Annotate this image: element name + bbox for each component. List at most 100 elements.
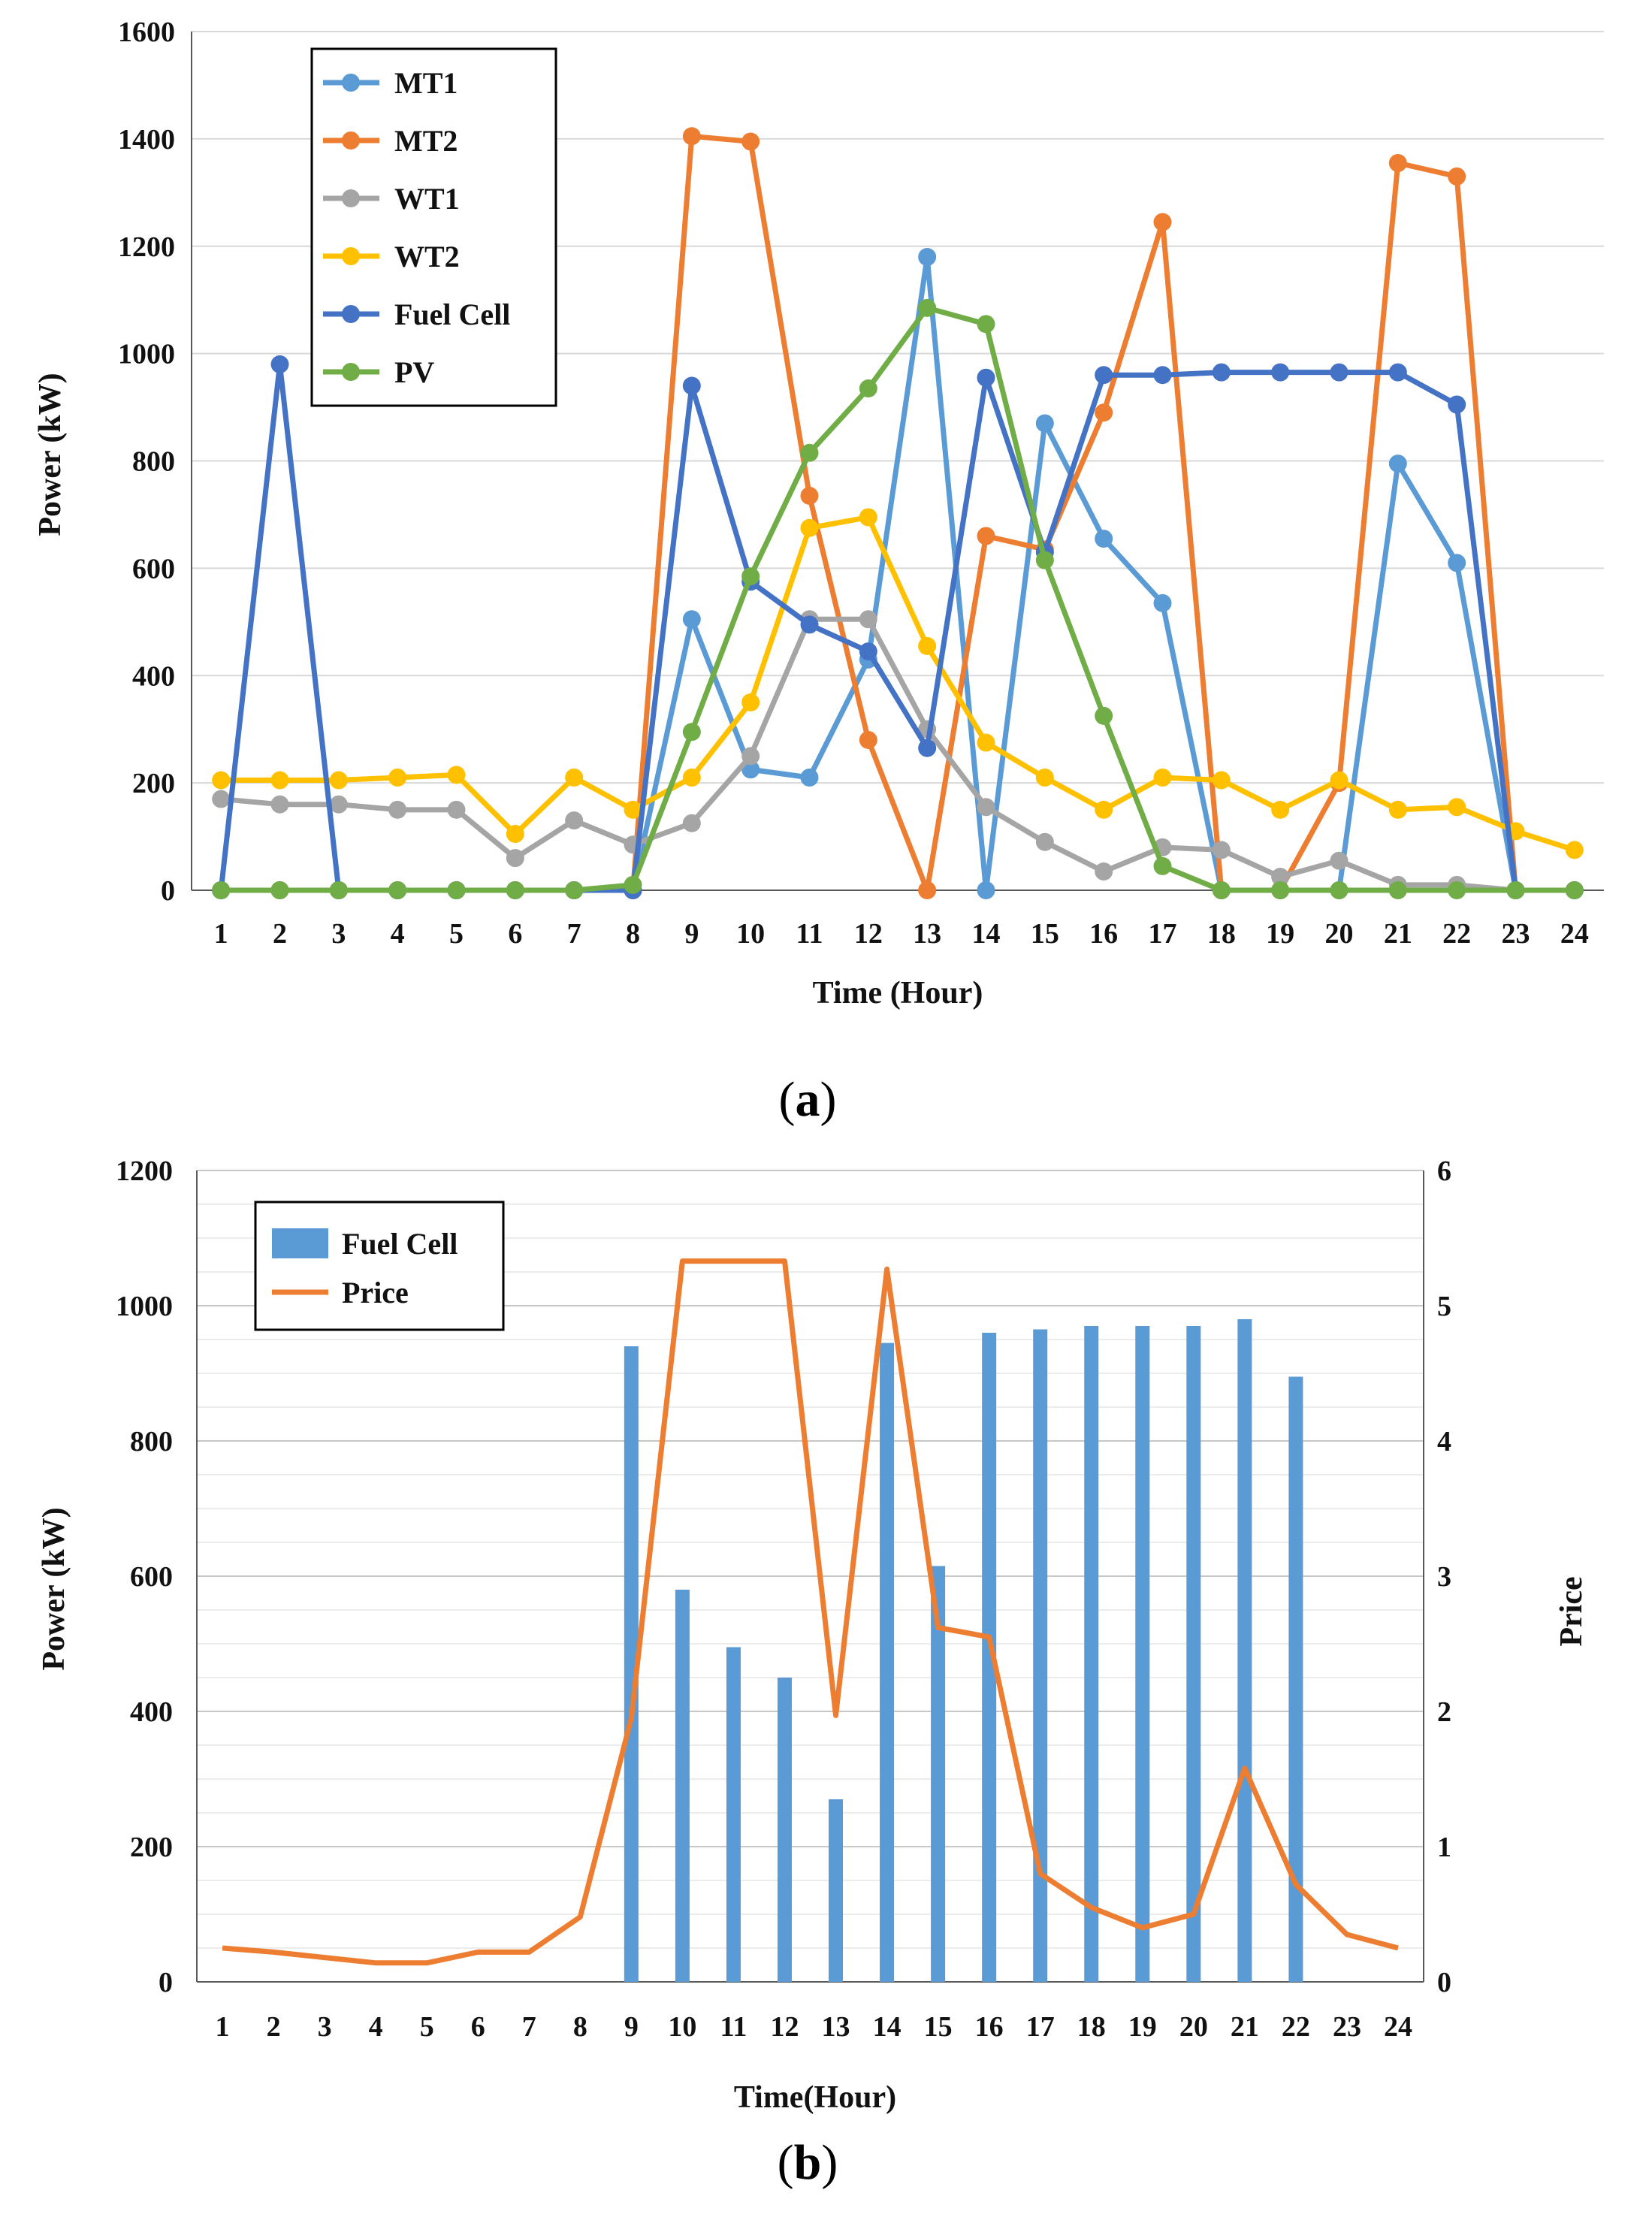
chart-b-legend-box xyxy=(254,1201,505,1331)
chart-a-x-tick-label: 3 xyxy=(331,918,346,950)
data-point-wt2 xyxy=(565,768,584,787)
legend-label-fuel-cell: Fuel Cell xyxy=(342,1227,458,1261)
chart-b-x-tick-label: 15 xyxy=(924,2011,953,2043)
data-point-fuel-cell xyxy=(859,642,877,661)
chart-a-x-tick-label: 22 xyxy=(1442,918,1471,950)
chart-a-x-tick-label: 7 xyxy=(567,918,581,950)
data-point-wt2 xyxy=(329,771,348,790)
data-point-wt2 xyxy=(859,508,877,527)
chart-b-x-tick-label: 10 xyxy=(668,2011,696,2043)
legend-label-fuel-cell: Fuel Cell xyxy=(394,298,510,331)
data-point-pv xyxy=(1565,881,1584,899)
data-point-mt2 xyxy=(1388,154,1407,173)
chart-b-x-tick-label: 20 xyxy=(1179,2011,1208,2043)
data-point-pv xyxy=(800,443,819,462)
bar-fuel-cell xyxy=(675,1590,690,1982)
chart-b-y2-tick-label: 2 xyxy=(1437,1696,1451,1728)
bar-fuel-cell xyxy=(1186,1326,1201,1982)
chart-b-x-tick-label: 9 xyxy=(624,2011,639,2043)
chart-b-x-tick-label: 19 xyxy=(1128,2011,1157,2043)
data-point-mt1 xyxy=(1388,455,1407,473)
data-point-wt2 xyxy=(1448,798,1466,817)
chart-b-bars xyxy=(624,1319,1303,1982)
data-point-mt2 xyxy=(682,127,701,146)
data-point-fuel-cell xyxy=(1271,363,1290,382)
data-point-wt2 xyxy=(624,800,642,819)
data-point-wt2 xyxy=(506,824,524,843)
bar-fuel-cell xyxy=(829,1799,844,1982)
data-point-pv xyxy=(1271,881,1290,899)
data-point-fuel-cell xyxy=(1095,366,1113,385)
chart-b-y-tick-label: 1000 xyxy=(116,1291,173,1322)
data-point-mt2 xyxy=(800,486,819,505)
data-point-wt1 xyxy=(388,800,407,819)
chart-b-y2-tick-label: 6 xyxy=(1437,1155,1451,1187)
chart-a-y-tick-label: 1400 xyxy=(118,124,175,156)
series-wt2 xyxy=(212,508,1584,859)
data-point-wt2 xyxy=(1095,800,1113,819)
legend-marker-mt1 xyxy=(342,74,360,92)
caption-b: (b) xyxy=(778,2135,838,2190)
data-point-wt2 xyxy=(682,768,701,787)
data-point-pv xyxy=(859,379,877,398)
data-point-wt2 xyxy=(741,693,760,711)
bar-fuel-cell xyxy=(1084,1326,1099,1982)
chart-a-legend: MT1 MT2 WT1 WT2 Fuel Cell PV xyxy=(310,47,557,407)
legend-label-wt1: WT1 xyxy=(394,182,460,216)
data-point-pv xyxy=(270,881,289,899)
chart-a-x-tick-labels: 1 2 3 4 5 6 7 8 9 10 11 12 13 14 15 16 17 18 19 20 21 22 23 24 xyxy=(214,918,1589,950)
bar-fuel-cell xyxy=(624,1346,639,1982)
data-point-pv xyxy=(1212,881,1231,899)
chart-b-y-tick-label: 0 xyxy=(159,1967,173,1998)
chart-a-x-tick-label: 15 xyxy=(1031,918,1059,950)
data-point-pv xyxy=(1153,856,1172,875)
chart-b-x-tick-label: 7 xyxy=(522,2011,536,2043)
chart-a-x-tick-label: 1 xyxy=(214,918,228,950)
chart-b-x-tick-label: 21 xyxy=(1231,2011,1259,2043)
caption-a: (a) xyxy=(779,1072,837,1127)
legend-marker-wt1 xyxy=(342,189,360,207)
bar-fuel-cell xyxy=(880,1343,895,1982)
chart-b-y2-tick-label: 1 xyxy=(1437,1832,1451,1863)
data-point-wt1 xyxy=(565,811,584,830)
data-point-wt1 xyxy=(741,747,760,766)
chart-b-y2-tick-labels: 0 1 2 3 4 5 6 xyxy=(1437,1155,1451,1998)
chart-b-x-tick-label: 13 xyxy=(822,2011,850,2043)
chart-b-x-tick-label: 24 xyxy=(1384,2011,1412,2043)
data-point-pv xyxy=(1330,881,1348,899)
data-point-mt1 xyxy=(682,610,701,629)
chart-a-y-tick-label: 600 xyxy=(132,553,175,584)
data-point-wt1 xyxy=(506,849,524,868)
chart-a-x-tick-label: 13 xyxy=(913,918,941,950)
chart-b-x-tick-label: 6 xyxy=(471,2011,485,2043)
chart-b-x-tick-label: 1 xyxy=(216,2011,230,2043)
data-point-mt2 xyxy=(859,730,877,749)
chart-a-x-tick-label: 24 xyxy=(1560,918,1589,950)
chart-b-x-tick-label: 8 xyxy=(573,2011,587,2043)
chart-b-y2-tick-label: 4 xyxy=(1437,1426,1451,1457)
chart-a-y-tick-label: 1200 xyxy=(118,231,175,263)
chart-a-x-tick-label: 8 xyxy=(626,918,640,950)
data-point-pv xyxy=(918,298,937,317)
data-point-mt1 xyxy=(977,881,995,899)
chart-a-x-tick-label: 12 xyxy=(854,918,883,950)
data-point-wt2 xyxy=(1153,768,1172,787)
data-point-pv xyxy=(565,881,584,899)
data-point-pv xyxy=(1388,881,1407,899)
chart-a-y-tick-label: 400 xyxy=(132,660,175,692)
data-point-fuel-cell xyxy=(1448,395,1466,414)
data-point-wt1 xyxy=(447,800,466,819)
data-point-mt2 xyxy=(1448,167,1466,186)
chart-a-x-tick-label: 2 xyxy=(273,918,287,950)
chart-b-x-tick-labels: 1 2 3 4 5 6 7 8 9 10 11 12 13 14 15 16 17 18 19 20 21 22 23 24 xyxy=(216,2011,1412,2043)
chart-a-x-axis-title: Time (Hour) xyxy=(813,976,983,1010)
data-point-pv xyxy=(1506,881,1525,899)
chart-b-x-tick-label: 23 xyxy=(1333,2011,1361,2043)
data-point-mt1 xyxy=(1153,594,1172,612)
chart-a-y-tick-label: 1000 xyxy=(118,339,175,370)
chart-b-x-tick-label: 4 xyxy=(369,2011,383,2043)
data-point-fuel-cell xyxy=(1153,366,1172,385)
data-point-pv xyxy=(977,315,995,334)
legend-marker-wt2 xyxy=(342,247,360,265)
legend-label-mt2: MT2 xyxy=(394,124,458,158)
